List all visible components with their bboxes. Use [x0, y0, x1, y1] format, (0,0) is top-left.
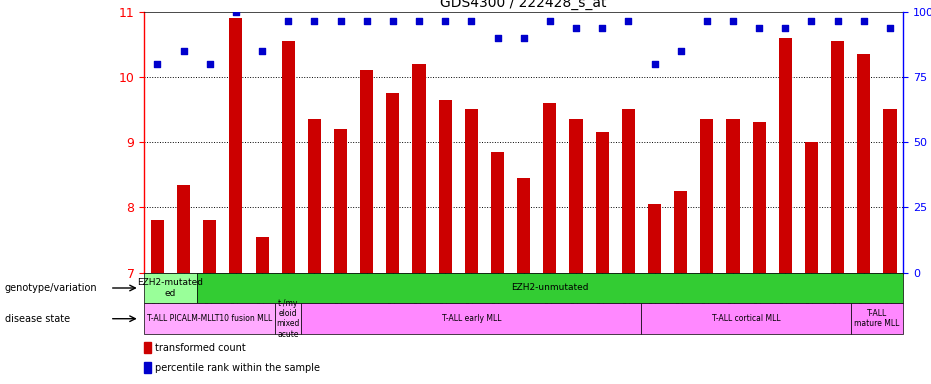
Bar [884, 109, 897, 273]
Text: T-ALL PICALM-MLLT10 fusion MLL: T-ALL PICALM-MLLT10 fusion MLL [147, 314, 273, 323]
Bar [144, 273, 196, 303]
Bar [412, 64, 425, 273]
Bar [229, 18, 242, 273]
Title: GDS4300 / 222428_s_at: GDS4300 / 222428_s_at [440, 0, 607, 10]
Text: disease state: disease state [5, 314, 70, 324]
Point [595, 25, 610, 31]
Bar [851, 303, 903, 334]
Point [883, 25, 897, 31]
Bar [570, 119, 583, 273]
Point [673, 48, 688, 54]
Bar [144, 303, 276, 334]
Point [359, 18, 374, 25]
Bar [439, 100, 452, 273]
Bar [144, 342, 151, 353]
Bar [674, 191, 687, 273]
Point [751, 25, 766, 31]
Bar [700, 119, 713, 273]
Text: percentile rank within the sample: percentile rank within the sample [155, 362, 320, 372]
Point [254, 48, 269, 54]
Bar [465, 109, 478, 273]
Point [176, 48, 191, 54]
Point [202, 61, 217, 67]
Text: T-ALL cortical MLL: T-ALL cortical MLL [712, 314, 780, 323]
Bar [282, 41, 295, 273]
Bar [831, 41, 844, 273]
Bar [386, 93, 399, 273]
Point [490, 35, 505, 41]
Point [281, 18, 296, 25]
Bar [360, 70, 373, 273]
Point [333, 18, 348, 25]
Point [150, 61, 165, 67]
Bar [491, 152, 504, 273]
Point [778, 25, 793, 31]
Text: EZH2-mutated
ed: EZH2-mutated ed [138, 278, 204, 298]
Point [385, 18, 400, 25]
Text: transformed count: transformed count [155, 343, 246, 353]
Bar [151, 220, 164, 273]
Bar [726, 119, 739, 273]
Point [830, 18, 845, 25]
Point [228, 8, 243, 15]
Point [438, 18, 452, 25]
Bar [648, 204, 661, 273]
Text: genotype/variation: genotype/variation [5, 283, 97, 293]
Bar [334, 129, 347, 273]
Bar [596, 132, 609, 273]
Point [412, 18, 426, 25]
Bar [255, 237, 268, 273]
Text: T-ALL early MLL: T-ALL early MLL [441, 314, 501, 323]
Bar [857, 54, 870, 273]
Point [569, 25, 584, 31]
Point [621, 18, 636, 25]
Point [307, 18, 322, 25]
Bar [144, 362, 151, 373]
Bar [276, 303, 302, 334]
Bar [779, 38, 792, 273]
Bar [544, 103, 557, 273]
Bar [177, 185, 190, 273]
Point [804, 18, 819, 25]
Point [543, 18, 558, 25]
Bar [641, 303, 851, 334]
Bar [203, 220, 216, 273]
Point [699, 18, 714, 25]
Text: T-ALL
mature MLL: T-ALL mature MLL [855, 309, 899, 328]
Point [725, 18, 740, 25]
Bar [805, 142, 818, 273]
Text: EZH2-unmutated: EZH2-unmutated [511, 283, 588, 293]
Text: t-/my
eloid
mixed
acute: t-/my eloid mixed acute [277, 299, 300, 339]
Point [857, 18, 871, 25]
Point [464, 18, 479, 25]
Bar [308, 119, 321, 273]
Bar [302, 303, 641, 334]
Point [516, 35, 531, 41]
Bar [622, 109, 635, 273]
Bar [752, 122, 765, 273]
Bar [517, 178, 531, 273]
Point [647, 61, 662, 67]
